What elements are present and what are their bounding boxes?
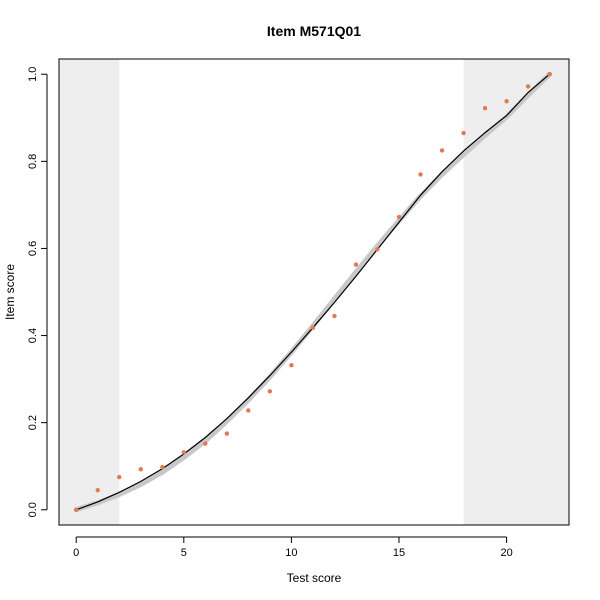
data-point [310,325,316,330]
data-point [289,362,294,368]
y-tick-label: 1.0 [27,67,39,82]
observed-points [74,72,552,512]
data-point [461,130,466,136]
data-point [482,106,488,111]
x-axis: 0 5 10 15 20 [73,536,513,559]
data-point [547,72,552,77]
data-point [246,408,251,413]
chart-title: Item M571Q01 [267,23,361,39]
plot-border [58,58,570,526]
shaded-region-1 [463,59,569,525]
x-tick-label: 15 [393,547,405,559]
data-point [332,313,337,319]
data-point [525,84,531,89]
data-point [418,172,423,177]
y-tick-label: 0.6 [27,241,39,256]
data-point [95,487,100,493]
x-tick-label: 10 [285,547,297,559]
data-point [74,507,79,512]
data-point [224,431,230,436]
data-point [160,464,165,470]
data-point [117,474,122,480]
y-axis-label: Item score [3,264,17,320]
shaded-region-0 [59,59,120,525]
x-tick-label: 5 [181,547,187,559]
data-point [353,262,359,267]
y-axis: 0.0 0.2 0.4 0.6 0.8 1.0 [27,67,48,517]
data-point [203,441,208,446]
data-point [396,214,402,220]
y-tick-label: 0.8 [27,154,39,169]
y-tick-label: 0.2 [27,415,39,430]
x-tick-label: 20 [500,547,512,559]
data-point [138,467,143,472]
y-tick-label: 0.4 [27,328,39,343]
data-point [439,148,445,153]
data-point [375,247,380,252]
data-point [267,389,273,394]
y-tick-label: 0.0 [27,502,39,517]
data-point [181,450,187,455]
x-tick-label: 0 [73,547,79,559]
x-axis-label: Test score [287,571,342,585]
data-point [504,99,509,104]
